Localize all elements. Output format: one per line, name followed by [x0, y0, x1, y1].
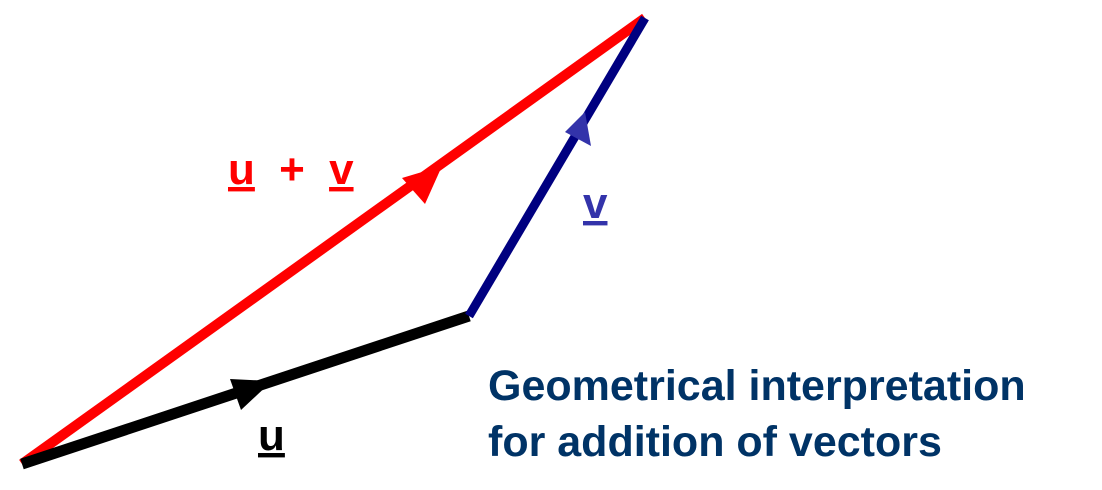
sum-label-plus: + — [279, 145, 305, 194]
sum-label-v: v — [329, 145, 354, 194]
vector-u-arrowhead — [230, 379, 272, 410]
vector-v-label: v — [583, 179, 608, 228]
vector-u-plus-v-label: u + v — [228, 145, 354, 194]
vector-v-arrowhead — [565, 112, 591, 146]
caption-line-2: for addition of vectors — [488, 418, 942, 466]
vector-u — [20, 310, 471, 470]
vector-u-label: u — [258, 411, 285, 460]
vector-v-line — [465, 15, 649, 319]
vector-v — [465, 15, 649, 319]
caption: Geometrical interpretation for addition … — [488, 358, 1026, 470]
vector-u-plus-v — [19, 13, 648, 469]
sum-label-u: u — [228, 145, 255, 194]
vector-u-plus-v-arrowhead — [402, 166, 442, 204]
vector-u-plus-v-line — [19, 13, 648, 469]
caption-line-1: Geometrical interpretation — [488, 362, 1026, 410]
